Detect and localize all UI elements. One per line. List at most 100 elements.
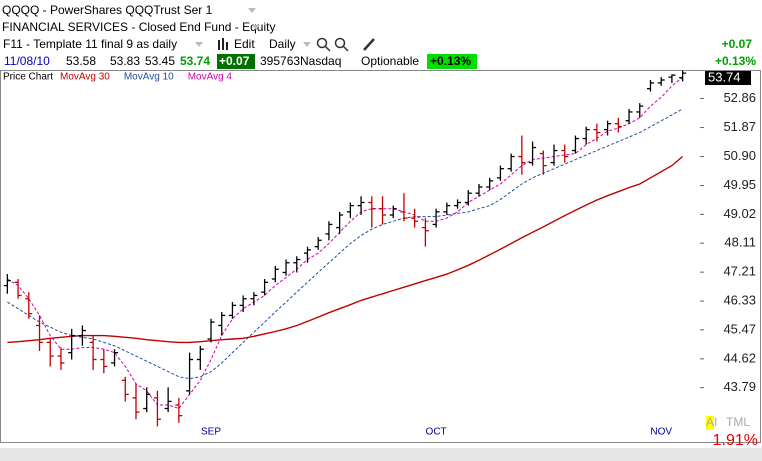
ohlc-bar — [464, 190, 472, 206]
ohlc-bar — [57, 347, 65, 370]
chart-title: Price Chart — [3, 72, 53, 83]
sector: FINANCIAL SERVICES - Closed End Fund - E… — [2, 20, 275, 34]
ohlc-bar — [421, 218, 429, 247]
dropdown-arrow[interactable] — [303, 42, 311, 47]
ohlc-bar — [389, 205, 397, 219]
ohlc-bar — [314, 237, 322, 250]
ohlc-bar — [368, 196, 376, 228]
y-tick-label: 47.21 — [723, 264, 756, 279]
ohlc-bar — [132, 383, 140, 420]
handle — [342, 45, 349, 52]
handle — [324, 45, 331, 52]
ohlc-bar — [646, 80, 654, 92]
indicator-name: AI — [706, 415, 717, 429]
ohlc-bar — [379, 196, 387, 225]
edit-icon[interactable] — [218, 38, 228, 50]
legend-entry: MovAvg 10 — [124, 72, 174, 83]
edit-button[interactable]: Edit — [234, 37, 255, 51]
y-tick-label: 43.79 — [723, 379, 756, 394]
ohlc-bar — [582, 126, 590, 145]
ohlc-bar — [78, 325, 86, 346]
ohlc-bar — [454, 199, 462, 209]
legend-entry: MovAvg 4 — [188, 72, 233, 83]
zoom-in[interactable] — [316, 37, 331, 52]
optionable: Optionable — [361, 54, 419, 68]
ohlc-bar — [271, 265, 279, 283]
ohlc-bar — [143, 387, 151, 413]
legend-entry: MovAvg 30 — [60, 72, 110, 83]
dropdown-arrow[interactable] — [248, 8, 256, 13]
quote-exchange: Nasdaq — [300, 54, 341, 68]
ohlc-bar — [218, 312, 226, 336]
dropdown-arrow[interactable] — [252, 25, 260, 30]
ohlc-bar — [36, 315, 44, 351]
quote-close: 53.74 — [180, 54, 210, 68]
ohlc-bar — [100, 349, 108, 374]
ohlc-bar — [475, 183, 483, 197]
ohlc-bar — [175, 397, 183, 423]
ohlc-bar — [432, 208, 440, 228]
chart-frame — [0, 70, 761, 443]
change-box — [217, 54, 255, 69]
ohlc-bar — [121, 376, 129, 402]
y-tick-label: 48.11 — [724, 235, 756, 250]
ohlc-bar — [111, 349, 119, 367]
ohlc-bar — [636, 103, 644, 118]
last-price-label: 53.74 — [708, 69, 741, 84]
icon-bar — [218, 40, 220, 50]
ohlc-bar — [164, 387, 172, 413]
ohlc-bar — [325, 221, 333, 241]
ohlc-bar — [496, 165, 504, 181]
period[interactable]: Daily — [269, 37, 296, 51]
ohlc-bar — [14, 279, 22, 299]
moving-average — [7, 155, 684, 344]
pencil[interactable] — [363, 38, 375, 51]
ohlc-bar — [571, 135, 579, 154]
indicator-percent: 1.91% — [713, 432, 758, 449]
ohlc-bar — [529, 141, 537, 166]
last-price-box — [705, 71, 751, 85]
ohlc-bar — [625, 109, 633, 124]
ohlc-bar — [207, 318, 215, 343]
ohlc-bar — [250, 292, 258, 306]
ohlc-bar — [153, 390, 161, 427]
x-tick-label: NOV — [650, 427, 672, 438]
ohlc-bar — [604, 120, 612, 136]
ohlc-bar — [303, 246, 311, 263]
ohlc-bar — [593, 123, 601, 142]
indicator-tag: TML — [726, 415, 750, 429]
ohlc-bar — [357, 196, 365, 215]
symbol[interactable]: QQQQ - PowerShares QQQTrust Ser 1 — [2, 3, 213, 17]
y-tick-label: 44.62 — [723, 350, 756, 365]
ohlc-bar — [507, 153, 515, 172]
lens — [334, 37, 346, 49]
ohlc-bar — [539, 150, 547, 175]
quote-change: +0.07 — [219, 54, 250, 68]
ohlc-bar — [3, 274, 11, 294]
icon-bar — [222, 38, 224, 50]
ohlc-bar — [186, 352, 194, 395]
right-change-percent: +0.13% — [715, 54, 756, 68]
moving-average — [7, 77, 683, 410]
ohlc-bar — [239, 295, 247, 313]
quote-low: 53.45 — [145, 54, 175, 68]
zoom-out[interactable] — [334, 37, 349, 52]
right-change: +0.07 — [722, 37, 753, 51]
quote-volume: 395763 — [260, 54, 300, 68]
y-tick-label: 49.95 — [723, 177, 756, 192]
ohlc-bar — [25, 292, 33, 319]
dropdown-arrow[interactable] — [195, 42, 203, 47]
template[interactable]: F11 - Template 11 final 9 as daily — [3, 37, 177, 51]
quote-high: 53.83 — [110, 54, 140, 68]
indicator-highlight — [706, 416, 714, 430]
ohlc-bar — [657, 77, 665, 86]
quote-change-percent: +0.13% — [430, 54, 471, 68]
y-tick-label: 50.90 — [723, 148, 756, 163]
ohlc-bar — [68, 328, 76, 360]
icon-bar — [226, 42, 228, 50]
x-tick-label: OCT — [426, 427, 447, 438]
ohlc-bar — [89, 335, 97, 370]
status-bar — [0, 448, 762, 461]
